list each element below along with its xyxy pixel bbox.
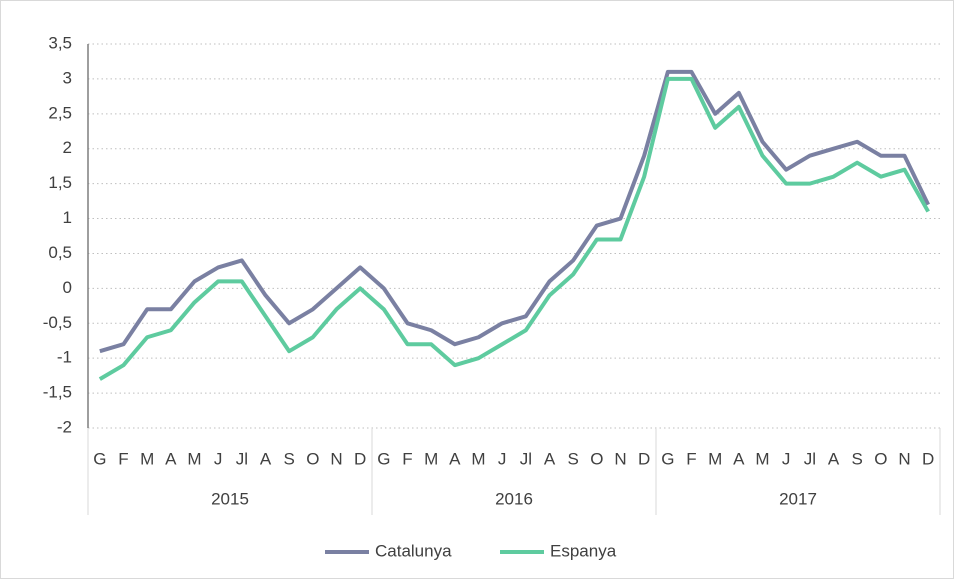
x-tick-label: S [567, 449, 578, 468]
x-tick-label: D [922, 449, 934, 468]
y-tick-label: -1 [57, 348, 72, 367]
x-tick-label: G [661, 449, 674, 468]
y-tick-label: 2,5 [48, 103, 72, 122]
x-tick-label: M [424, 449, 438, 468]
x-tick-label: G [93, 449, 106, 468]
x-tick-label: A [733, 449, 745, 468]
x-tick-label: J [498, 449, 507, 468]
legend-label: Espanya [550, 541, 617, 560]
y-tick-label: 0 [63, 278, 72, 297]
series-line [99, 69, 930, 354]
x-tick-label: S [851, 449, 862, 468]
x-tick-label: F [118, 449, 128, 468]
x-tick-label: N [330, 449, 342, 468]
x-tick-label: Jl [236, 449, 248, 468]
x-tick-label: Jl [804, 449, 816, 468]
x-tick-label: A [260, 449, 272, 468]
x-tick-label: O [874, 449, 887, 468]
x-tick-label: J [782, 449, 791, 468]
x-tick-label: F [402, 449, 412, 468]
x-tick-label: G [377, 449, 390, 468]
x-tick-label: F [686, 449, 696, 468]
y-tick-label: 3,5 [48, 33, 72, 52]
x-tick-label: S [283, 449, 294, 468]
x-tick-label: D [638, 449, 650, 468]
x-tick-label: O [306, 449, 319, 468]
x-tick-label: A [449, 449, 461, 468]
x-group-label: 2016 [495, 489, 533, 508]
x-tick-label: A [165, 449, 177, 468]
x-tick-label: Jl [520, 449, 532, 468]
y-tick-label: -1,5 [43, 383, 72, 402]
x-tick-label: D [354, 449, 366, 468]
y-tick-label: 1,5 [48, 173, 72, 192]
x-tick-label: M [140, 449, 154, 468]
series-line [98, 76, 930, 381]
y-tick-label: -0,5 [43, 313, 72, 332]
x-tick-label: O [590, 449, 603, 468]
y-tick-label: 2 [63, 138, 72, 157]
x-tick-label: M [755, 449, 769, 468]
x-tick-label: M [187, 449, 201, 468]
y-tick-label: -2 [57, 417, 72, 436]
x-group-label: 2017 [779, 489, 817, 508]
legend-label: Catalunya [375, 541, 452, 560]
x-tick-label: M [471, 449, 485, 468]
x-tick-label: N [898, 449, 910, 468]
x-tick-label: J [214, 449, 223, 468]
x-tick-label: A [828, 449, 840, 468]
y-tick-label: 3 [63, 68, 72, 87]
x-tick-label: N [614, 449, 626, 468]
x-group-label: 2015 [211, 489, 249, 508]
x-tick-label: M [708, 449, 722, 468]
y-tick-label: 0,5 [48, 243, 72, 262]
y-tick-label: 1 [63, 208, 72, 227]
x-tick-label: A [544, 449, 556, 468]
